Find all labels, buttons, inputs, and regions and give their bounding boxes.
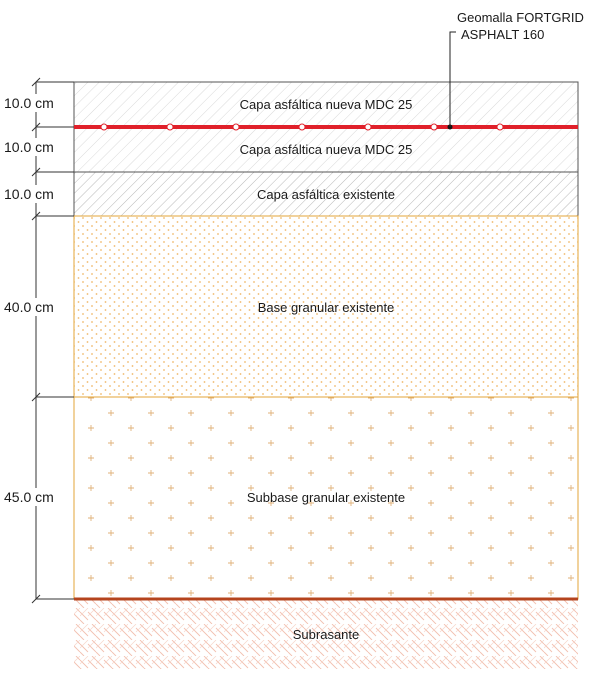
layer-2-new-asphalt <box>73 126 579 173</box>
geogrid-node <box>430 123 438 131</box>
geogrid-node <box>364 123 372 131</box>
thickness-label-5: 45.0 cm <box>4 489 54 505</box>
thickness-label-2: 10.0 cm <box>4 139 54 155</box>
geogrid-node <box>298 123 306 131</box>
geogrid-line <box>74 123 578 131</box>
geogrid-node <box>496 123 504 131</box>
layer-label-2: Capa asfáltica nueva MDC 25 <box>240 142 413 157</box>
callout-leader <box>449 31 456 127</box>
subgrade-label: Subrasante <box>293 627 360 642</box>
callout-line-1: Geomalla FORTGRID <box>457 10 584 25</box>
thickness-label-1: 10.0 cm <box>4 95 54 111</box>
layer-3-existing-asphalt <box>73 171 579 217</box>
layer-label-5: Subbase granular existente <box>247 490 405 505</box>
layer-4-granular-base <box>73 215 579 398</box>
layer-label-4: Base granular existente <box>258 300 395 315</box>
geogrid-node <box>232 123 240 131</box>
layer-label-1: Capa asfáltica nueva MDC 25 <box>240 97 413 112</box>
layer-label-3: Capa asfáltica existente <box>257 187 395 202</box>
geogrid-node <box>100 123 108 131</box>
callout-line-2: ASPHALT 160 <box>461 27 544 42</box>
layer-5-granular-subbase <box>73 396 579 600</box>
thickness-label-4: 40.0 cm <box>4 299 54 315</box>
layer-1-new-asphalt <box>73 81 579 128</box>
geogrid-node <box>166 123 174 131</box>
thickness-label-3: 10.0 cm <box>4 186 54 202</box>
subgrade-area <box>74 597 578 669</box>
dimension-line <box>31 77 74 604</box>
